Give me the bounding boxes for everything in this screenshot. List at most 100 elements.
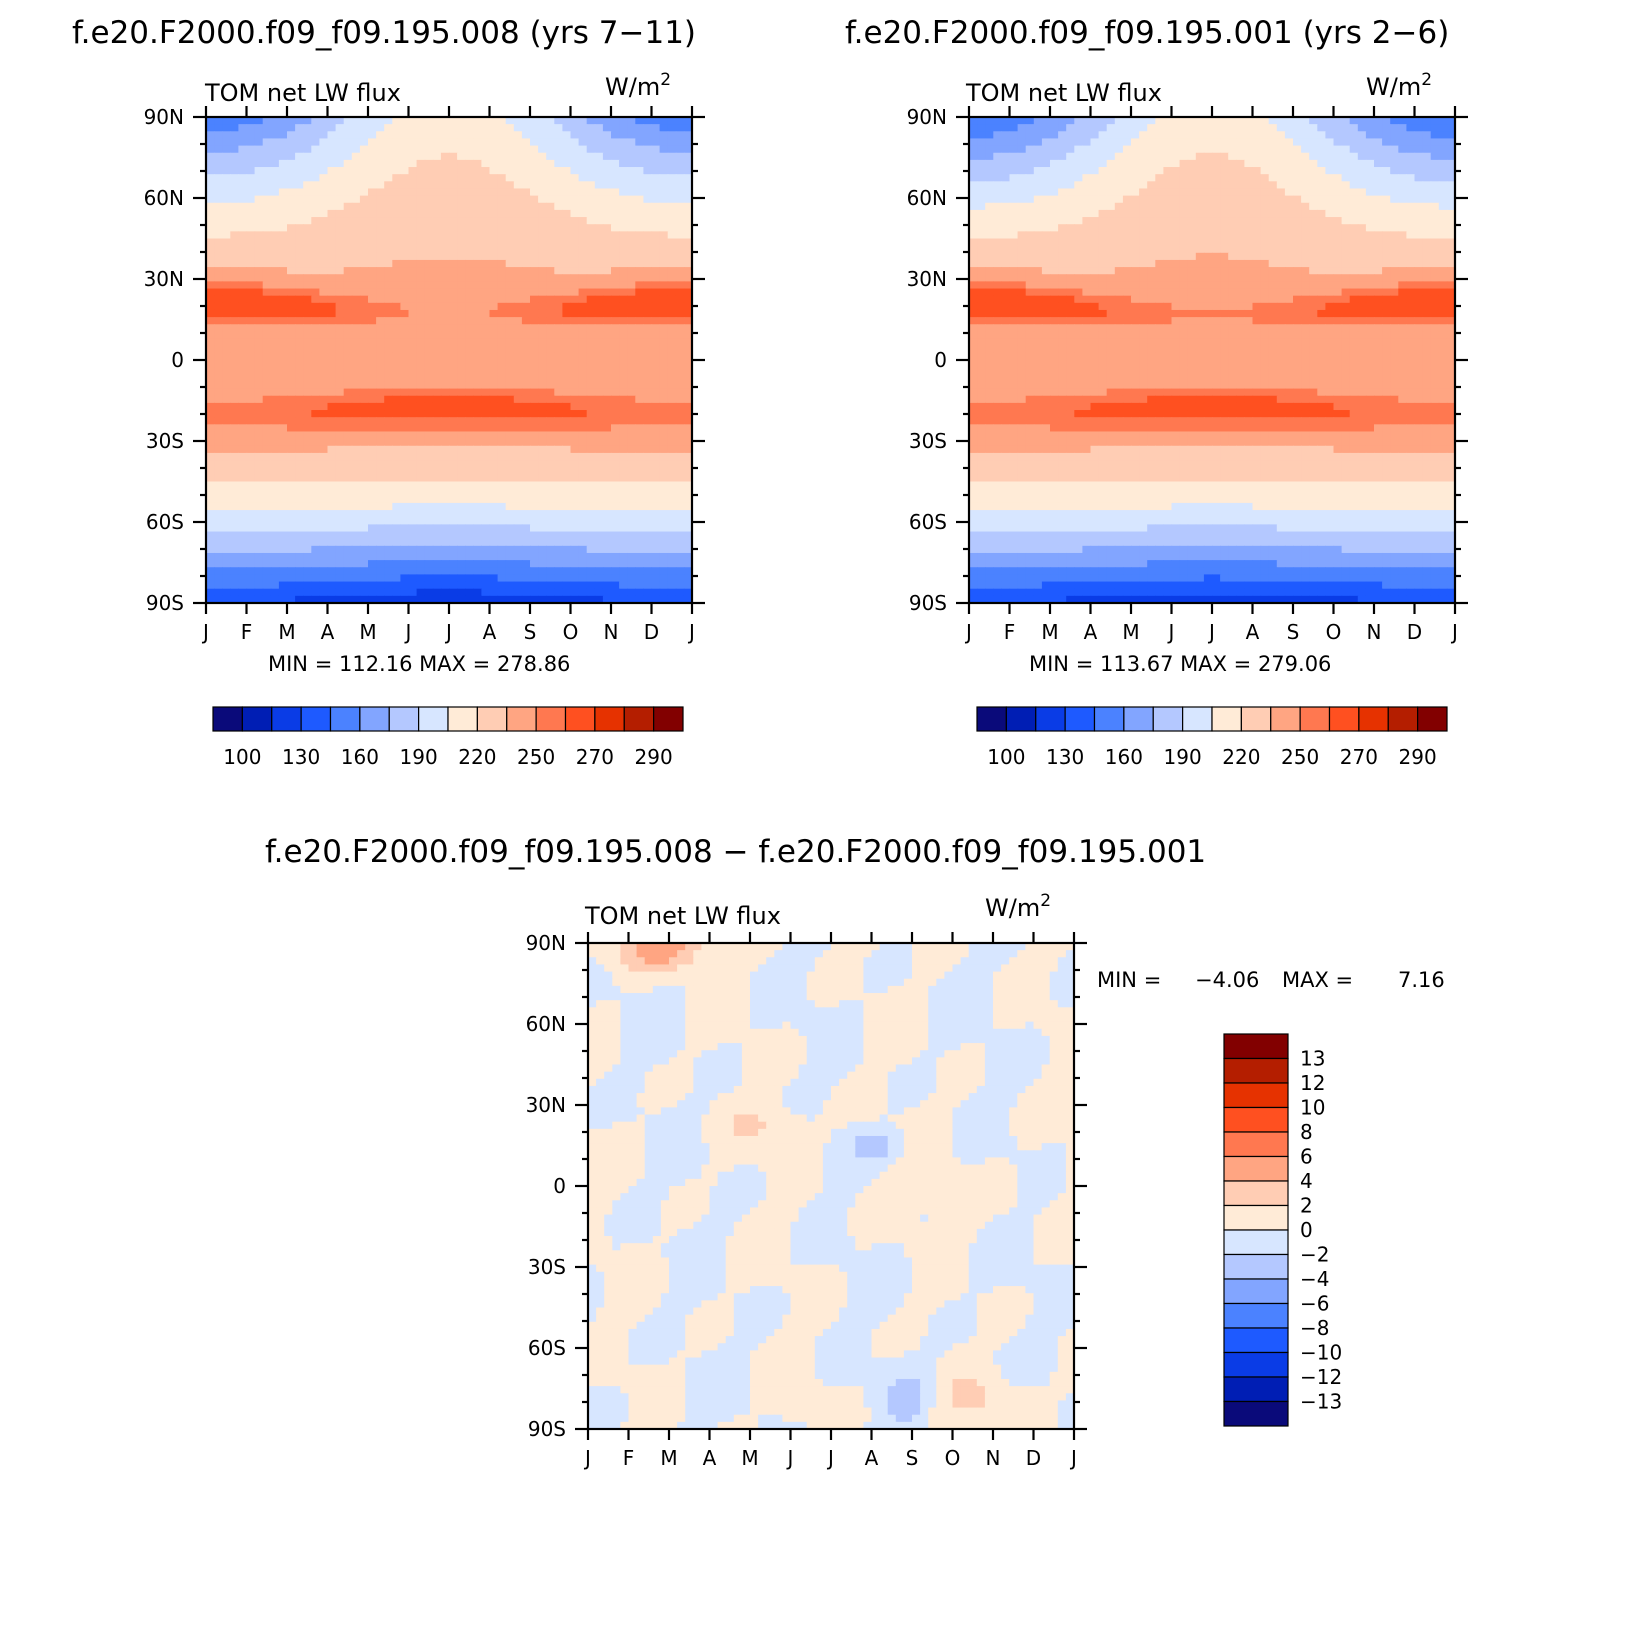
- contour-cell: [1349, 152, 1359, 161]
- contour-cell: [546, 374, 555, 383]
- contour-cell: [546, 595, 555, 604]
- contour-cell: [449, 452, 458, 461]
- contour-cell: [602, 202, 612, 211]
- contour-cell: [594, 117, 604, 125]
- contour-cell: [1114, 117, 1124, 125]
- contour-cell: [327, 188, 337, 197]
- contour-cell: [432, 460, 442, 468]
- contour-cell: [222, 295, 231, 304]
- contour-cell: [481, 331, 491, 340]
- contour-cell: [497, 317, 507, 325]
- contour-cell: [578, 531, 588, 540]
- contour-cell: [254, 517, 264, 525]
- contour-cell: [538, 352, 547, 361]
- contour-cell: [578, 245, 588, 254]
- contour-cell: [287, 152, 296, 161]
- contour-cell: [683, 245, 693, 254]
- contour-cell: [1009, 152, 1019, 161]
- contour-cell: [1171, 131, 1181, 140]
- contour-cell: [1309, 131, 1318, 140]
- contour-cell: [675, 202, 685, 211]
- contour-cell: [1244, 131, 1254, 140]
- contour-cell: [513, 295, 523, 304]
- contour-cell: [230, 338, 239, 347]
- contour-cell: [619, 231, 628, 240]
- contour-cell: [424, 167, 434, 175]
- contour-cell: [1082, 152, 1092, 161]
- contour-cell: [384, 231, 393, 240]
- contour-cell: [214, 552, 223, 561]
- contour-cell: [538, 202, 547, 211]
- contour-cell: [1163, 124, 1173, 132]
- contour-cell: [457, 424, 466, 433]
- contour-cell: [1398, 131, 1407, 140]
- contour-cell: [611, 452, 620, 461]
- contour-cell: [570, 345, 580, 354]
- contour-cell: [432, 360, 442, 368]
- contour-cell: [214, 474, 223, 483]
- contour-cell: [214, 145, 223, 154]
- contour-cell: [246, 381, 256, 390]
- contour-cell: [1025, 195, 1035, 204]
- contour-cell: [489, 295, 499, 304]
- contour-cell: [683, 159, 693, 168]
- contour-cell: [449, 560, 458, 568]
- contour-cell: [319, 445, 329, 454]
- contour-cell: [416, 524, 426, 533]
- contour-cell: [222, 531, 231, 540]
- contour-cell: [651, 331, 661, 340]
- contour-cell: [513, 338, 523, 347]
- y-tick-label: 90S: [146, 591, 184, 615]
- contour-cell: [675, 288, 685, 297]
- contour-cell: [651, 274, 661, 282]
- contour-cell: [643, 252, 653, 261]
- contour-cell: [505, 131, 515, 140]
- contour-cell: [351, 424, 361, 433]
- contour-cell: [206, 231, 215, 240]
- contour-cell: [1074, 152, 1083, 161]
- contour-cell: [1244, 138, 1254, 147]
- contour-cell: [376, 259, 385, 268]
- contour-cell: [611, 567, 620, 576]
- contour-cell: [1155, 167, 1164, 175]
- contour-cell: [327, 267, 337, 275]
- contour-cell: [278, 531, 288, 540]
- contour-cell: [327, 245, 337, 254]
- contour-cell: [505, 295, 515, 304]
- contour-cell: [667, 424, 677, 433]
- contour-cell: [343, 560, 353, 568]
- contour-cell: [465, 231, 474, 240]
- contour-cell: [562, 345, 572, 354]
- contour-cell: [619, 474, 628, 483]
- contour-cell: [1074, 138, 1083, 147]
- contour-cell: [343, 209, 353, 218]
- contour-cell: [327, 209, 337, 218]
- contour-cell: [311, 438, 320, 447]
- contour-cell: [311, 545, 320, 554]
- contour-cell: [351, 474, 361, 483]
- contour-cell: [538, 245, 547, 254]
- contour-cell: [530, 581, 539, 590]
- contour-cell: [643, 460, 653, 468]
- contour-cell: [675, 331, 685, 340]
- contour-cell: [1220, 117, 1229, 125]
- contour-cell: [327, 345, 337, 354]
- contour-cell: [675, 259, 685, 268]
- contour-cell: [562, 495, 572, 504]
- contour-cell: [586, 467, 596, 475]
- contour-cell: [611, 552, 620, 561]
- contour-cell: [319, 302, 329, 311]
- contour-cell: [343, 231, 353, 240]
- contour-cell: [400, 567, 410, 576]
- contour-cell: [368, 452, 377, 461]
- contour-cell: [521, 502, 531, 511]
- contour-cell: [335, 417, 345, 425]
- contour-cell: [327, 302, 337, 311]
- contour-cell: [619, 245, 628, 254]
- contour-cell: [667, 224, 677, 232]
- contour-cell: [667, 467, 677, 475]
- contour-cell: [481, 452, 491, 461]
- contour-cell: [505, 524, 515, 533]
- contour-cell: [206, 417, 215, 425]
- contour-cell: [278, 202, 288, 211]
